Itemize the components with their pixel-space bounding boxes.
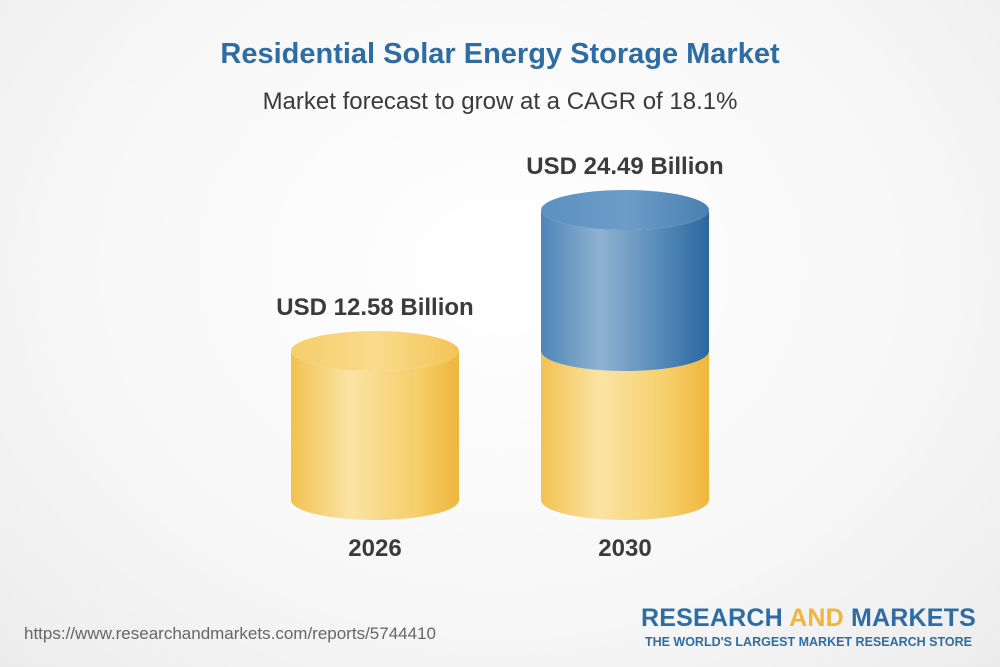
logo-research: RESEARCH [640,604,783,632]
logo-tagline: THE WORLD'S LARGEST MARKET RESEARCH STOR… [644,635,972,649]
logo-markets: MARKETS [850,604,976,632]
bar-2026-top [291,331,459,372]
category-label-2030: 2030 [598,535,651,562]
bar-2030-base-segment [541,351,709,520]
category-label-2026: 2026 [348,535,401,562]
chart-subtitle: Market forecast to grow at a CAGR of 18.… [262,88,738,115]
bar-chart: USD 12.58 Billion 2026 USD 24.49 Billion 20… [276,153,723,562]
logo-and: AND [789,604,844,632]
bar-2026-body [291,351,459,520]
value-label-2030: USD 24.49 Billion [526,153,723,180]
chart-title: Residential Solar Energy Storage Market [220,38,780,70]
value-label-2026: USD 12.58 Billion [276,294,473,321]
source-url: https://www.researchandmarkets.com/repor… [24,624,436,643]
logo-wordmark: RESEARCH AND MARKETS [641,604,976,633]
bar-2030-top [541,190,709,230]
research-and-markets-logo: RESEARCH AND MARKETS THE WORLD'S LARGEST… [641,604,976,649]
bar-2030-growth-segment [541,210,709,372]
